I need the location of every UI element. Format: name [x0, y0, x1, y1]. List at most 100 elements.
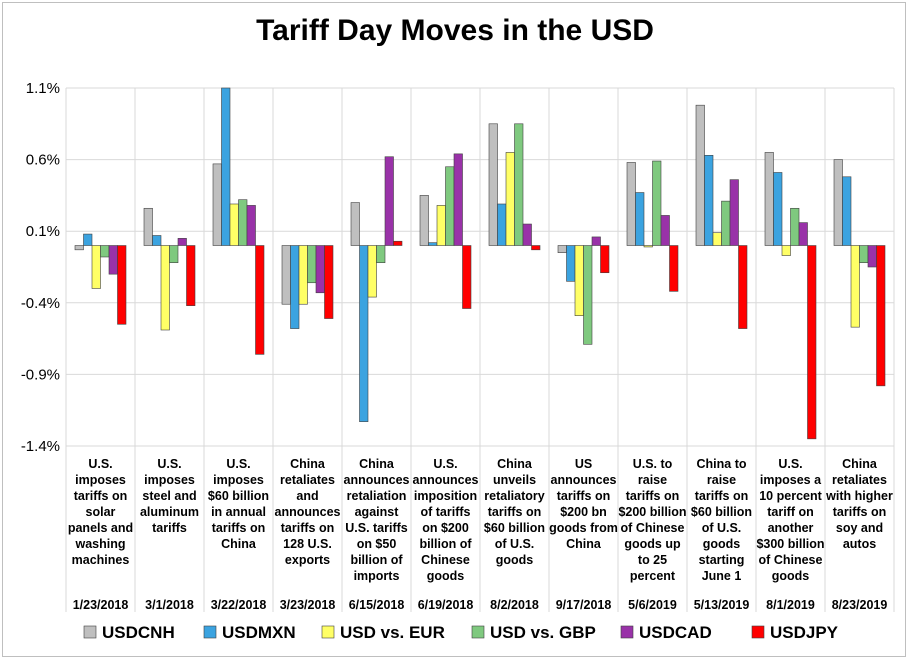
legend-swatch [471, 625, 485, 639]
event-label-line: soy and [836, 521, 883, 535]
legend-label: USDCNH [102, 623, 175, 642]
event-label-line: washing [74, 537, 125, 551]
bar-usd-vs-eur-3 [229, 203, 239, 246]
bar-usdmxn-6 [428, 242, 438, 246]
legend-label: USDMXN [222, 623, 296, 642]
bar-usdmxn-2 [152, 235, 162, 246]
bar-usdcnh-9 [626, 162, 636, 246]
bar-usdcad-8 [591, 236, 601, 246]
legend-swatch [321, 625, 335, 639]
event-label-line: $300 billion [756, 537, 824, 551]
y-tick-label: -0.9% [21, 366, 60, 383]
legend-swatch [751, 625, 765, 639]
legend-label: USD vs. GBP [490, 623, 596, 642]
legend-label: USD vs. EUR [340, 623, 445, 642]
event-label-line: imposes a [760, 473, 822, 487]
bar-usdjpy-1 [117, 245, 127, 325]
event-label: China retaliates and announces tariffs on 128… [275, 457, 341, 567]
date-label: 8/1/2019 [766, 598, 815, 612]
event-label-line: exports [285, 553, 330, 567]
event-label-line: on $200 [422, 521, 469, 535]
bar-usdmxn-8 [566, 245, 576, 282]
legend-swatch [203, 625, 217, 639]
event-label-line: billion of [350, 553, 403, 567]
event-label-line: tariffs on [74, 489, 127, 503]
event-label-line: starting [699, 553, 745, 567]
bar-usdmxn-3 [221, 87, 231, 246]
event-label-line: tariff on [767, 505, 814, 519]
bar-usd-vs-gbp-12 [859, 245, 869, 264]
date-label: 8/23/2019 [832, 598, 888, 612]
event-label-line: China [221, 537, 257, 551]
event-label-line: of U.S. [495, 537, 535, 551]
event-label-line: China [842, 457, 878, 471]
date-label: 5/13/2019 [694, 598, 750, 612]
event-label-line: retaliatory [484, 489, 544, 503]
bar-usd-vs-eur-11 [781, 245, 791, 256]
event-label-line: tariffs on [695, 489, 748, 503]
event-label-line: on $50 [357, 537, 397, 551]
y-tick-label: 0.1% [26, 223, 60, 240]
event-label-line: retaliates [280, 473, 335, 487]
event-label-line: tariffs on [281, 521, 334, 535]
event-label-line: imposes [75, 473, 126, 487]
event-label-line: tariffs on [557, 489, 610, 503]
bar-usdcnh-1 [74, 245, 84, 251]
event-label-line: unveils [493, 473, 536, 487]
event-label-line: to 25 [638, 553, 667, 567]
bar-usdcad-6 [453, 153, 463, 246]
event-label-line: aluminum [140, 505, 199, 519]
event-label-line: 128 U.S. [283, 537, 332, 551]
event-label-line: 10 percent [759, 489, 822, 503]
event-label-line: percent [630, 569, 676, 583]
event-label-line: China [497, 457, 533, 471]
legend-swatch [620, 625, 634, 639]
event-label-line: $60 billion [691, 505, 752, 519]
event-label: U.S. imposes a 10 percent tariff on another $… [756, 457, 824, 583]
bar-usdjpy-4 [324, 245, 334, 319]
event-label-line: autos [843, 537, 876, 551]
bar-usdmxn-10 [704, 155, 714, 246]
event-label-line: with higher [825, 489, 893, 503]
bar-usdjpy-11 [807, 245, 817, 440]
event-label-line: goods up [624, 537, 681, 551]
bar-usd-vs-eur-2 [160, 245, 170, 331]
bar-usdjpy-8 [600, 245, 610, 274]
y-tick-label: -0.4% [21, 295, 60, 312]
bar-usd-vs-eur-9 [643, 245, 653, 248]
bar-usd-vs-gbp-5 [376, 245, 386, 264]
event-label: U.S. imposes $60 billion in annual tariffs o… [208, 457, 269, 551]
bar-usdcad-3 [246, 205, 256, 246]
bar-usdcnh-4 [281, 245, 291, 305]
event-label-line: $200 bn [560, 505, 607, 519]
bar-usdcad-9 [660, 215, 670, 246]
bar-usdmxn-9 [635, 192, 645, 246]
event-label-line: China to [697, 457, 747, 471]
event-label-line: against [355, 505, 400, 519]
bar-usdcad-11 [798, 222, 808, 246]
event-label: China retaliates with higher tariffs on soy … [825, 457, 893, 551]
y-tick-label: 1.1% [26, 80, 60, 97]
bar-usdcad-10 [729, 179, 739, 246]
event-label-line: raise [707, 473, 736, 487]
event-label-line: raise [638, 473, 667, 487]
bar-usdcad-7 [522, 223, 532, 246]
event-label-line: of tariffs [421, 505, 471, 519]
event-label-line: China [290, 457, 326, 471]
event-label-line: China [359, 457, 395, 471]
event-label-line: $200 billion [618, 505, 686, 519]
chart-title: Tariff Day Moves in the USD [256, 14, 654, 47]
event-label-line: goods [703, 537, 741, 551]
event-label: China announces retaliation against U.S. tar… [344, 457, 410, 583]
bar-usdcnh-10 [695, 104, 705, 246]
event-label-line: panels and [68, 521, 133, 535]
bar-usdjpy-2 [186, 245, 196, 306]
bar-usd-vs-eur-5 [367, 245, 377, 298]
event-label: China unveils retaliatory tariffs on $60 bil… [484, 457, 545, 567]
bar-usdcad-12 [867, 245, 877, 268]
event-label-line: machines [72, 553, 130, 567]
event-label-line: announces [344, 473, 410, 487]
event-label-line: U.S. [433, 457, 457, 471]
event-label-line: of U.S. [702, 521, 742, 535]
